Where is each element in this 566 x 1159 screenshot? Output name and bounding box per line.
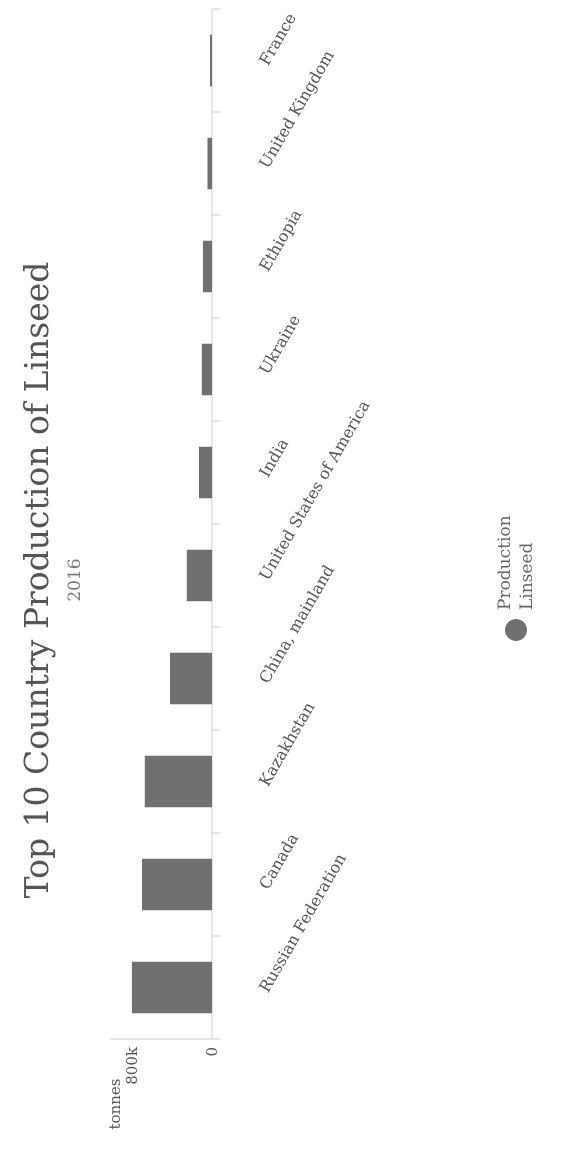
legend-label: Production bbox=[495, 515, 515, 610]
bar bbox=[144, 755, 212, 808]
bar bbox=[210, 34, 212, 87]
x-tick-label: Ukraine bbox=[255, 311, 304, 377]
bar bbox=[207, 137, 212, 190]
bar bbox=[201, 343, 213, 396]
y-tick-label: 800k bbox=[123, 1046, 141, 1085]
x-tick-label: Canada bbox=[255, 829, 302, 892]
bar bbox=[202, 240, 212, 293]
x-tick-label: India bbox=[255, 435, 292, 481]
y-tick-labels: 0 800k bbox=[123, 1046, 221, 1085]
bar-series bbox=[131, 34, 213, 1014]
y-tick-label: 0 bbox=[203, 1047, 221, 1057]
legend-marker bbox=[505, 619, 527, 641]
legend: Production Linseed bbox=[495, 515, 537, 641]
chart-subtitle: 2016 bbox=[65, 558, 85, 601]
legend-label: Linseed bbox=[517, 542, 537, 610]
chart-title: Top 10 Country Production of Linseed bbox=[17, 262, 56, 899]
category-labels: Russian FederationCanadaKazakhstanChina,… bbox=[255, 10, 374, 996]
bar bbox=[131, 961, 212, 1014]
x-tick-label: France bbox=[255, 10, 300, 69]
x-tick-label: Kazakhstan bbox=[255, 699, 318, 790]
bar bbox=[199, 446, 212, 499]
x-tick-label: Ethiopia bbox=[255, 206, 306, 275]
x-tick-label: United States of America bbox=[255, 397, 374, 584]
bar bbox=[186, 549, 213, 602]
y-axis-label: tonnes bbox=[106, 1079, 124, 1130]
axis-ticks bbox=[212, 8, 220, 1040]
bar bbox=[142, 858, 212, 911]
bar bbox=[170, 652, 212, 705]
